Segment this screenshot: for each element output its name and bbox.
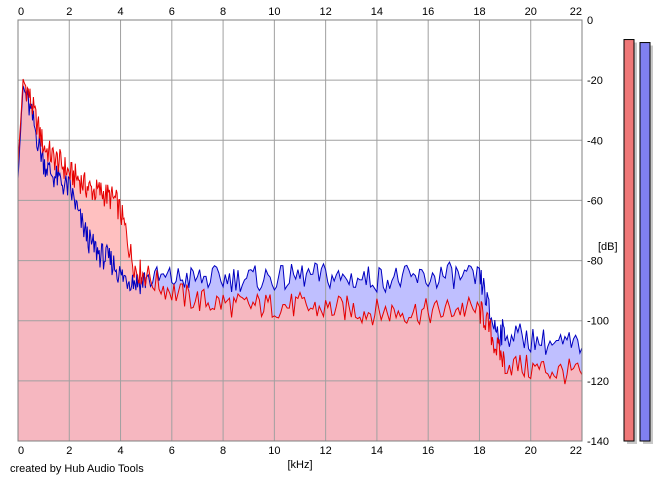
y-tick-label: -120 <box>587 376 609 388</box>
x-tick-label-top: 10 <box>268 6 280 18</box>
x-tick-label-top: 12 <box>320 6 332 18</box>
y-tick-label: -60 <box>587 195 603 207</box>
x-tick-label-bottom: 22 <box>570 445 582 457</box>
x-tick-label-top: 6 <box>169 6 175 18</box>
x-tick-label-bottom: 16 <box>422 445 434 457</box>
x-tick-label-bottom: 10 <box>268 445 280 457</box>
x-tick-label-bottom: 0 <box>18 445 24 457</box>
y-axis-label: [dB] <box>598 241 618 253</box>
level-meter-red <box>623 39 635 442</box>
x-tick-label-top: 20 <box>525 6 537 18</box>
y-tick-label: -80 <box>587 256 603 268</box>
y-tick-label: -20 <box>587 75 603 87</box>
plot-border <box>17 19 583 442</box>
x-tick-label-bottom: 18 <box>473 445 485 457</box>
x-tick-label-bottom: 14 <box>371 445 383 457</box>
x-tick-label-top: 14 <box>371 6 383 18</box>
x-tick-label-top: 0 <box>18 6 24 18</box>
x-tick-label-top: 18 <box>473 6 485 18</box>
x-tick-label-top: 16 <box>422 6 434 18</box>
y-tick-label: -40 <box>587 135 603 147</box>
x-tick-label-top: 8 <box>220 6 226 18</box>
x-tick-label-bottom: 6 <box>169 445 175 457</box>
y-tick-label: 0 <box>587 15 593 27</box>
x-tick-label-bottom: 8 <box>220 445 226 457</box>
blue-channel-trace <box>17 85 583 355</box>
y-tick-label: -140 <box>587 436 609 448</box>
x-tick-label-top: 2 <box>66 6 72 18</box>
x-tick-label-bottom: 2 <box>66 445 72 457</box>
y-tick-label: -100 <box>587 316 609 328</box>
x-tick-label-top: 22 <box>570 6 582 18</box>
x-axis-label: [kHz] <box>287 459 312 471</box>
red-channel-area <box>18 79 582 441</box>
x-tick-label-bottom: 4 <box>117 445 123 457</box>
x-tick-label-top: 4 <box>117 6 123 18</box>
red-channel-trace <box>17 78 583 385</box>
level-meter-blue <box>639 42 651 442</box>
credit-text: created by Hub Audio Tools <box>10 463 144 475</box>
x-tick-label-bottom: 20 <box>525 445 537 457</box>
x-tick-label-bottom: 12 <box>320 445 332 457</box>
